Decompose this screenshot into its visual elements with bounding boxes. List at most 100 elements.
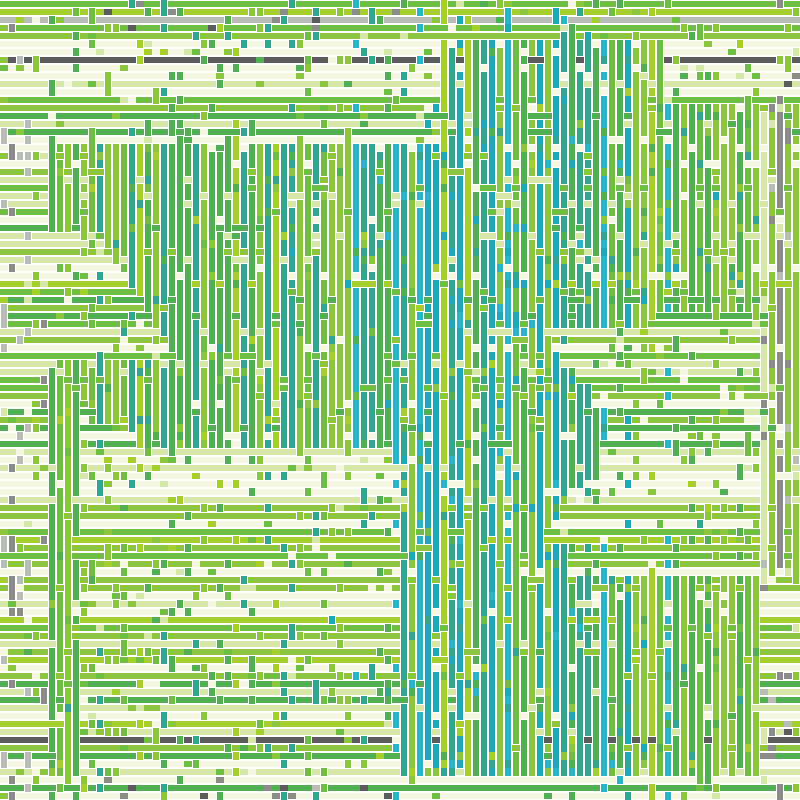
weft-thread-segment [672,297,680,303]
warp-thread-segment [505,304,511,312]
warp-thread-segment [233,248,239,256]
weft-thread-segment [40,169,48,175]
weft-thread-segment [376,49,384,55]
weft-thread-segment [656,337,664,343]
weft-thread-segment [416,137,424,143]
weft-thread-segment [120,305,128,311]
warp-thread-segment [321,216,327,224]
weft-thread-segment [744,329,752,335]
weft-thread-segment [296,49,304,55]
warp-thread-segment [217,152,223,160]
weft-thread-segment [400,81,408,87]
weft-thread-segment [16,225,24,231]
warp-thread-segment [289,384,295,392]
warp-thread-segment [409,64,415,72]
weft-thread-segment [728,361,736,367]
weft-thread-segment [0,1,8,7]
weft-thread-segment [616,177,624,183]
warp-thread-segment [177,72,183,80]
weft-thread-segment [40,369,48,375]
warp-thread-segment [641,296,647,304]
warp-thread-segment [521,240,527,248]
warp-thread-segment [25,120,31,128]
warp-thread-segment [49,200,55,208]
warp-thread-segment [145,264,151,272]
warp-thread-segment [345,224,351,232]
weft-thread-segment [704,41,712,47]
weft-thread-segment [584,377,592,383]
warp-thread-segment [473,40,479,48]
warp-thread-segment [145,296,151,304]
warp-thread-segment [241,384,247,392]
weft-thread-segment [632,65,640,71]
weft-thread-segment [424,129,432,135]
weft-thread-segment [16,233,24,239]
weft-thread-segment [312,25,320,31]
warp-thread-segment [665,152,671,160]
warp-thread-segment [161,296,167,304]
weft-thread-segment [56,9,64,15]
warp-thread-segment [713,120,719,128]
warp-thread-segment [345,280,351,288]
weft-thread-segment [256,329,264,335]
weft-thread-segment [80,305,88,311]
warp-thread-segment [785,224,791,232]
weft-thread-segment [680,57,688,63]
warp-thread-segment [73,208,79,216]
weft-thread-segment [752,25,760,31]
weft-thread-segment [552,1,560,7]
weft-thread-segment [160,129,168,135]
warp-thread-segment [489,320,495,328]
warp-thread-segment [337,104,343,112]
warp-thread-segment [713,224,719,232]
warp-thread-segment [153,240,159,248]
warp-thread-segment [753,152,759,160]
warp-thread-segment [457,248,463,256]
warp-thread-segment [225,240,231,248]
weft-thread-segment [104,273,112,279]
warp-thread-segment [201,240,207,248]
warp-thread-segment [409,240,415,248]
weft-thread-segment [704,313,712,319]
warp-thread-segment [617,328,623,336]
warp-thread-segment [665,168,671,176]
weft-thread-segment [16,377,24,383]
warp-thread-segment [769,136,775,144]
warp-thread-segment [209,232,215,240]
weft-thread-segment [368,81,376,87]
weft-thread-segment [24,1,32,7]
warp-thread-segment [481,72,487,80]
warp-thread-segment [673,88,679,96]
weft-thread-segment [96,9,104,15]
weft-thread-segment [256,225,264,231]
warp-thread-segment [537,96,543,104]
warp-thread-segment [577,80,583,88]
weft-thread-segment [616,33,624,39]
warp-thread-segment [609,264,615,272]
weft-thread-segment [40,33,48,39]
weft-thread-segment [72,57,80,63]
weft-thread-segment [96,169,104,175]
warp-thread-segment [329,336,335,344]
weft-thread-segment [184,1,192,7]
warp-thread-segment [289,224,295,232]
warp-thread-segment [417,376,423,384]
weft-thread-segment [200,193,208,199]
weft-thread-segment [0,281,8,287]
warp-thread-segment [177,392,183,400]
warp-thread-segment [769,312,775,320]
warp-thread-segment [241,128,247,136]
weft-thread-segment [736,57,744,63]
warp-thread-segment [329,176,335,184]
warp-thread-segment [513,144,519,152]
weft-thread-segment [56,329,64,335]
warp-thread-segment [577,240,583,248]
warp-thread-segment [473,128,479,136]
weft-thread-segment [16,25,24,31]
weft-thread-segment [736,17,744,23]
weft-thread-segment [16,129,24,135]
weft-thread-segment [768,25,776,31]
warp-thread-segment [417,272,423,280]
weft-thread-segment [728,65,736,71]
warp-thread-segment [761,304,767,312]
